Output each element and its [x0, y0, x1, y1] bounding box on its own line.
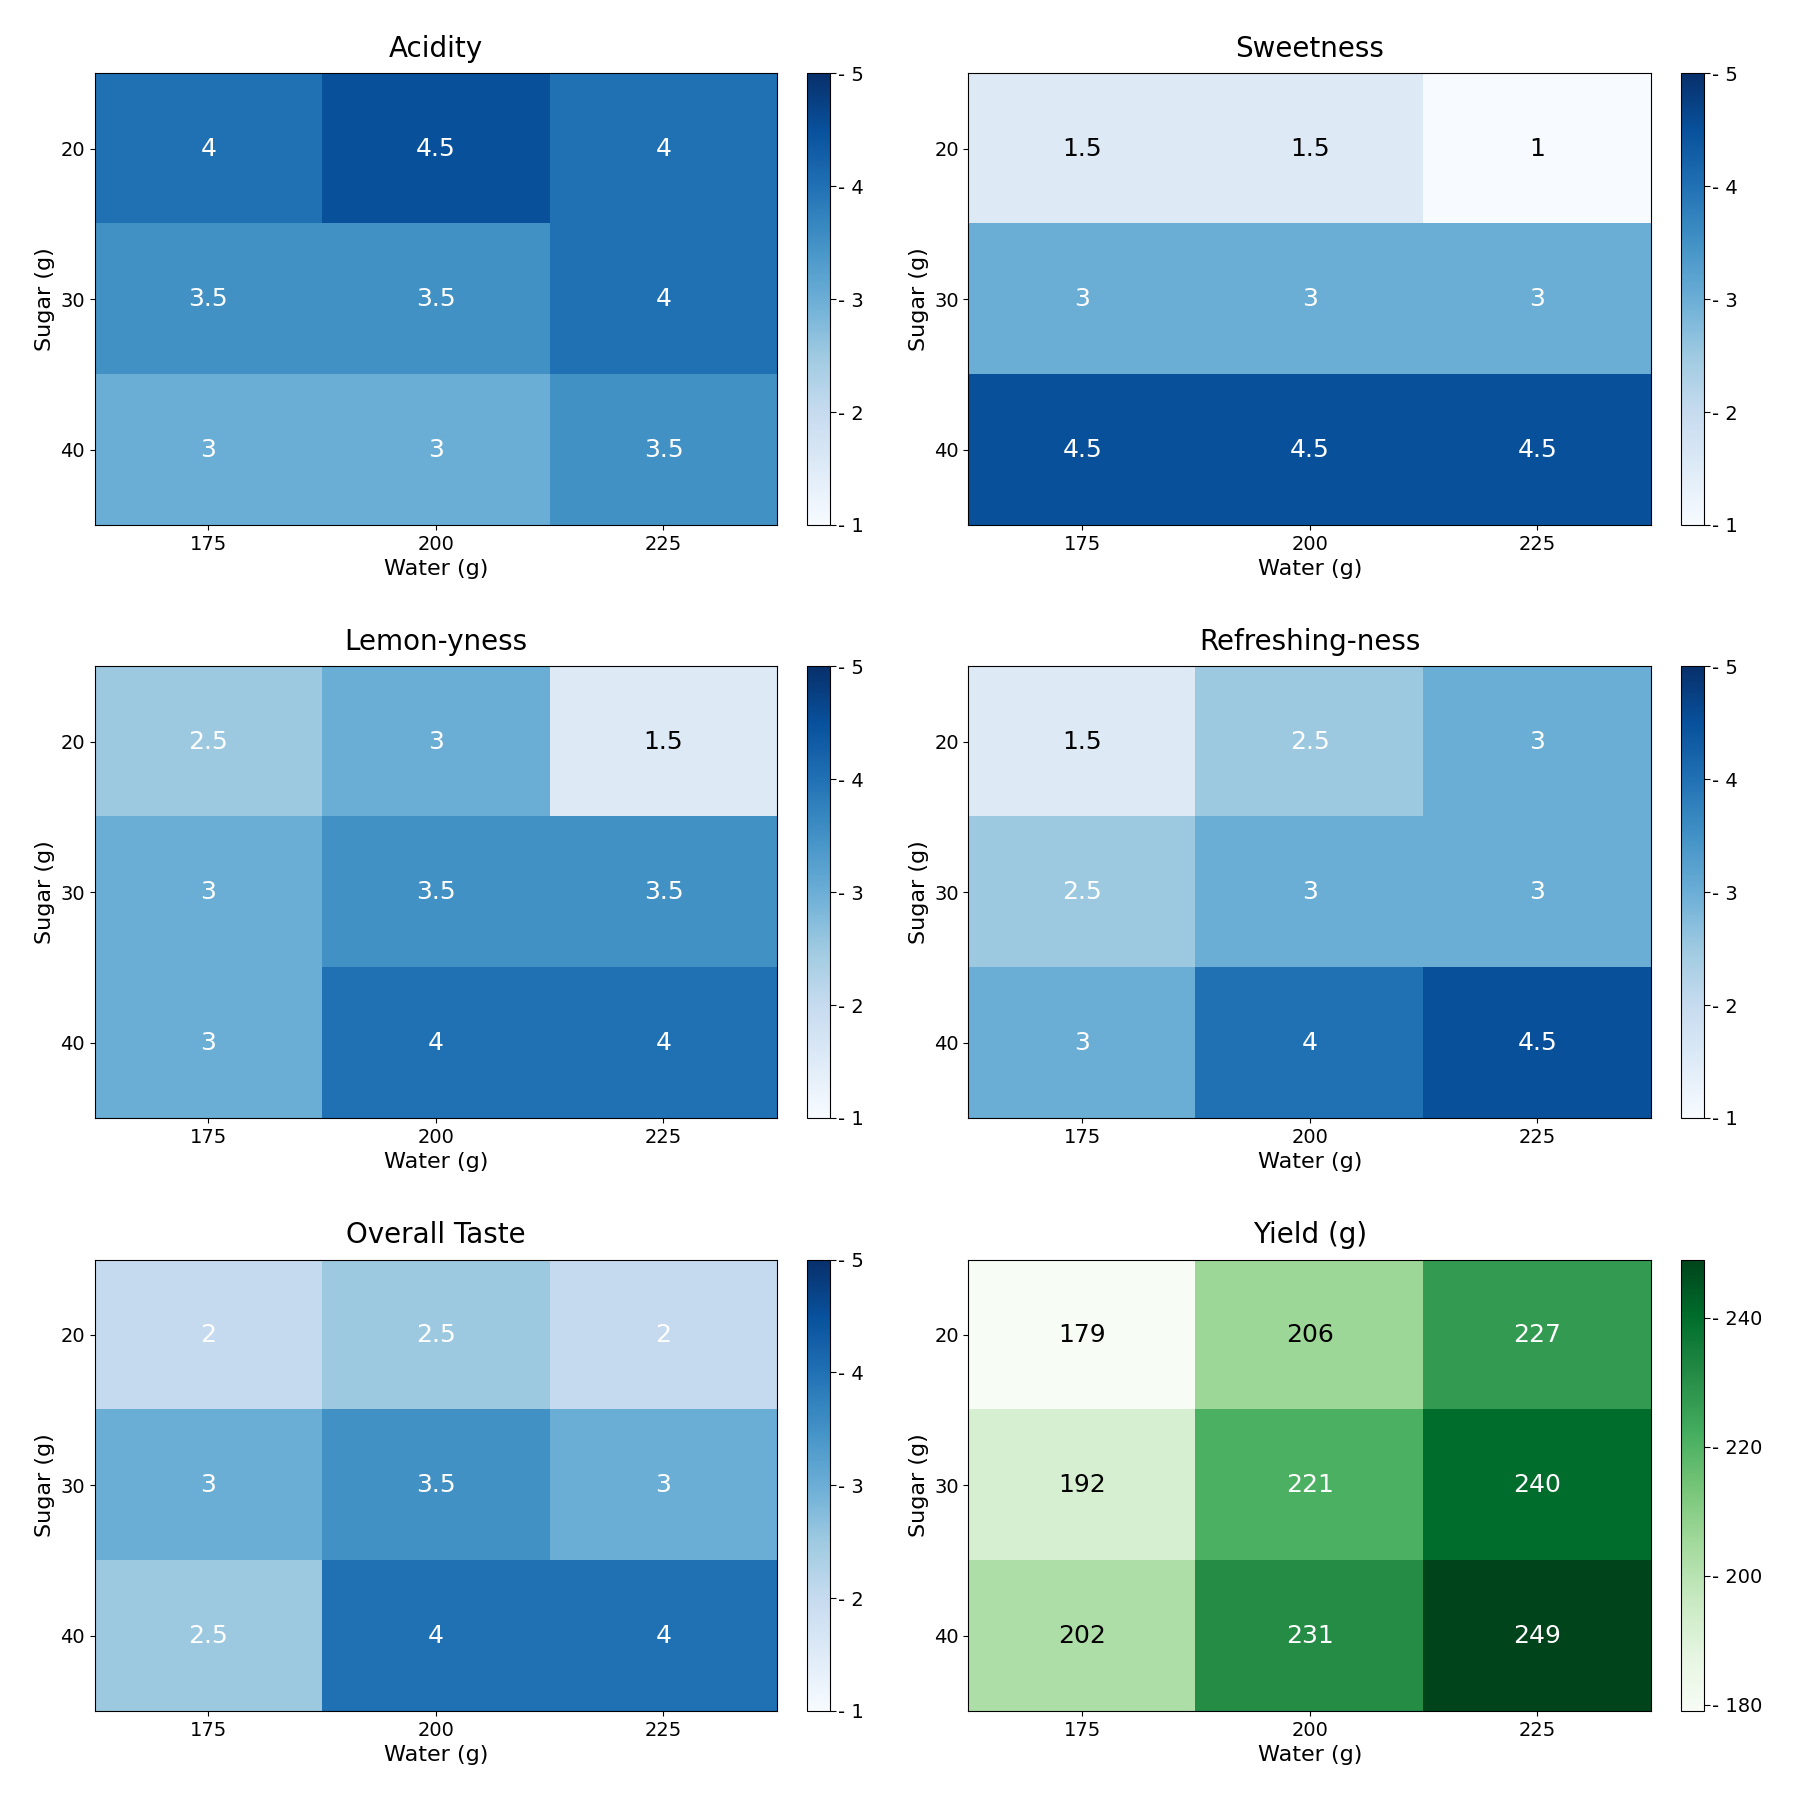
- Text: 1.5: 1.5: [1062, 729, 1102, 754]
- Text: 4: 4: [1301, 1031, 1318, 1055]
- Y-axis label: Sugar (g): Sugar (g): [34, 1433, 54, 1537]
- X-axis label: Water (g): Water (g): [1258, 1152, 1363, 1172]
- Title: Yield (g): Yield (g): [1253, 1220, 1366, 1249]
- Text: 2: 2: [200, 1323, 216, 1346]
- Text: 240: 240: [1514, 1472, 1561, 1498]
- Text: 4.5: 4.5: [1517, 437, 1557, 461]
- Text: 4.5: 4.5: [416, 137, 455, 160]
- X-axis label: Water (g): Water (g): [1258, 560, 1363, 580]
- Text: 4.5: 4.5: [1062, 437, 1102, 461]
- Text: 3: 3: [200, 437, 216, 461]
- Text: 202: 202: [1058, 1624, 1107, 1647]
- Text: 2.5: 2.5: [1062, 880, 1102, 904]
- Text: 1.5: 1.5: [1291, 137, 1330, 160]
- Text: 2.5: 2.5: [416, 1323, 455, 1346]
- Text: 231: 231: [1285, 1624, 1334, 1647]
- Text: 4: 4: [655, 137, 671, 160]
- Text: 3.5: 3.5: [644, 880, 684, 904]
- Text: 192: 192: [1058, 1472, 1107, 1498]
- Text: 3: 3: [200, 1472, 216, 1498]
- Y-axis label: Sugar (g): Sugar (g): [909, 1433, 929, 1537]
- Text: 2.5: 2.5: [189, 729, 229, 754]
- Text: 3.5: 3.5: [416, 1472, 455, 1498]
- Text: 4.5: 4.5: [1291, 437, 1330, 461]
- X-axis label: Water (g): Water (g): [1258, 1746, 1363, 1766]
- Text: 249: 249: [1514, 1624, 1561, 1647]
- X-axis label: Water (g): Water (g): [383, 560, 488, 580]
- Text: 4: 4: [428, 1031, 445, 1055]
- Text: 3: 3: [1530, 729, 1544, 754]
- Title: Lemon-yness: Lemon-yness: [344, 628, 527, 655]
- Y-axis label: Sugar (g): Sugar (g): [34, 841, 54, 943]
- Text: 2.5: 2.5: [189, 1624, 229, 1647]
- Text: 179: 179: [1058, 1323, 1105, 1346]
- Text: 227: 227: [1514, 1323, 1561, 1346]
- Text: 4: 4: [655, 1031, 671, 1055]
- Text: 3: 3: [428, 437, 445, 461]
- Text: 3: 3: [1075, 1031, 1091, 1055]
- Text: 4: 4: [655, 288, 671, 311]
- Text: 4: 4: [428, 1624, 445, 1647]
- Text: 3: 3: [428, 729, 445, 754]
- Text: 3.5: 3.5: [416, 880, 455, 904]
- Y-axis label: Sugar (g): Sugar (g): [34, 247, 54, 351]
- Y-axis label: Sugar (g): Sugar (g): [909, 841, 929, 943]
- Text: 3: 3: [1530, 880, 1544, 904]
- Text: 3: 3: [200, 1031, 216, 1055]
- Text: 3.5: 3.5: [416, 288, 455, 311]
- Title: Overall Taste: Overall Taste: [346, 1220, 526, 1249]
- Title: Sweetness: Sweetness: [1235, 34, 1384, 63]
- Text: 1.5: 1.5: [644, 729, 684, 754]
- Text: 2: 2: [655, 1323, 671, 1346]
- Text: 206: 206: [1285, 1323, 1334, 1346]
- Text: 4.5: 4.5: [1517, 1031, 1557, 1055]
- Text: 3.5: 3.5: [189, 288, 229, 311]
- Text: 2.5: 2.5: [1291, 729, 1330, 754]
- Text: 3: 3: [1075, 288, 1091, 311]
- Text: 3: 3: [655, 1472, 671, 1498]
- Text: 3: 3: [1530, 288, 1544, 311]
- Text: 3: 3: [200, 880, 216, 904]
- Text: 4: 4: [200, 137, 216, 160]
- Text: 1.5: 1.5: [1062, 137, 1102, 160]
- Title: Acidity: Acidity: [389, 34, 482, 63]
- Text: 4: 4: [655, 1624, 671, 1647]
- X-axis label: Water (g): Water (g): [383, 1746, 488, 1766]
- Text: 3: 3: [1301, 880, 1318, 904]
- X-axis label: Water (g): Water (g): [383, 1152, 488, 1172]
- Text: 1: 1: [1530, 137, 1544, 160]
- Text: 221: 221: [1285, 1472, 1334, 1498]
- Text: 3.5: 3.5: [644, 437, 684, 461]
- Text: 3: 3: [1301, 288, 1318, 311]
- Title: Refreshing-ness: Refreshing-ness: [1199, 628, 1420, 655]
- Y-axis label: Sugar (g): Sugar (g): [909, 247, 929, 351]
